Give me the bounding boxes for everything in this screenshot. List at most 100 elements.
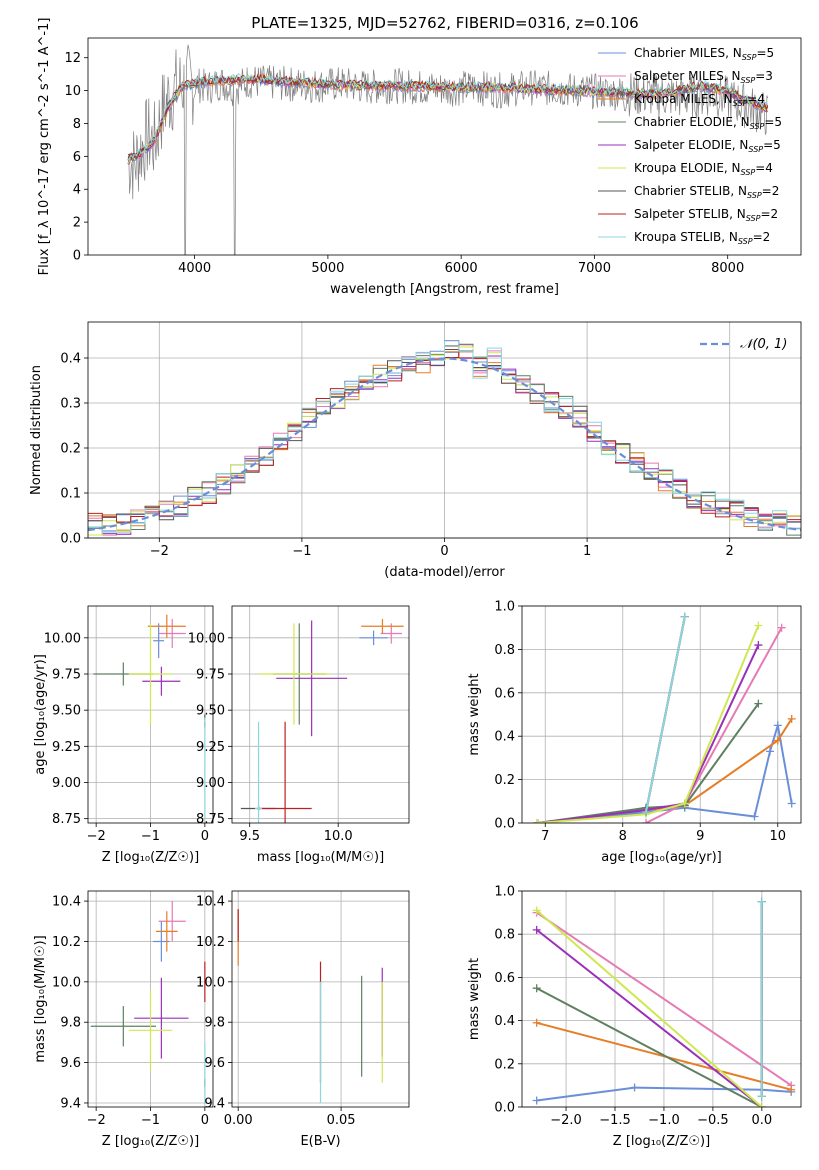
axes-frame bbox=[87, 605, 214, 824]
y-tick-label: 10 bbox=[64, 84, 81, 99]
y-tick-label: 0.6 bbox=[494, 686, 515, 701]
y-tick-label: 0.8 bbox=[494, 643, 515, 658]
gaussian-curve bbox=[88, 357, 801, 532]
legend-label: Chabrier STELIB, NSSP=2 bbox=[634, 184, 779, 200]
chart-2: −2 −1 0 1 2 0.0 0.1 0.2 0.3 0.4 (data-model)/error… bbox=[29, 321, 802, 580]
errorbar-point bbox=[359, 630, 388, 646]
y-axis-label: mass weight bbox=[467, 673, 482, 755]
chart-4: 9.5 10.0 8.75 9.00 9.25 9.50 9.75 10.00 mass [lo… bbox=[188, 605, 410, 865]
legend-name: Kroupa STELIB, N bbox=[634, 230, 738, 244]
errorbar-point bbox=[204, 961, 206, 1003]
weight-marker bbox=[754, 699, 763, 708]
legend-subscript: SSP bbox=[741, 168, 756, 177]
y-axis-label: age [log₁₀(age/yr)] bbox=[33, 654, 48, 775]
legend-subscript: SSP bbox=[742, 53, 757, 62]
grid bbox=[522, 605, 801, 824]
weight-line-5 bbox=[537, 644, 760, 823]
y-tick-label: 0.8 bbox=[494, 928, 515, 943]
legend-count: =4 bbox=[755, 161, 773, 175]
x-tick-label: 7 bbox=[541, 829, 549, 844]
x-tick-label: 10 bbox=[769, 829, 786, 844]
plot-area bbox=[240, 619, 404, 823]
y-tick-label: 9.25 bbox=[196, 740, 225, 755]
legend-name: Kroupa ELODIE, N bbox=[634, 161, 741, 175]
weight-marker bbox=[532, 906, 541, 915]
y-tick-label: 9.8 bbox=[60, 1016, 81, 1031]
grid bbox=[522, 890, 801, 1108]
legend-count: =5 bbox=[763, 138, 781, 152]
legend-label: Salpeter STELIB, NSSP=2 bbox=[634, 207, 778, 223]
x-axis-label: E(B-V) bbox=[300, 1134, 340, 1149]
x-tick-label: 5000 bbox=[311, 261, 344, 276]
y-tick-label: 10.4 bbox=[52, 895, 81, 910]
chart-5: 7 8 9 10 0.0 0.2 0.4 0.6 0.8 1.0 age [log₁₀(age/yr… bbox=[467, 600, 802, 865]
y-tick-label: 10.00 bbox=[44, 631, 81, 646]
legend-subscript: SSP bbox=[741, 76, 756, 85]
y-tick-label: 0.4 bbox=[494, 730, 515, 745]
y-tick-label: 9.50 bbox=[196, 704, 225, 719]
plot-area bbox=[90, 901, 206, 1103]
errorbar-point bbox=[276, 620, 348, 737]
chart-6: −2 −1 0 9.4 9.6 9.8 10.0 10.2 10.4 Z [log₁₀(Z/Z☉)… bbox=[33, 890, 214, 1149]
weight-marker bbox=[777, 623, 786, 632]
weight-line-5 bbox=[536, 929, 763, 1107]
y-tick-label: 9.6 bbox=[60, 1056, 81, 1071]
weight-marker bbox=[757, 1103, 766, 1107]
axes-frame bbox=[231, 605, 410, 824]
axes-frame bbox=[521, 605, 802, 824]
x-tick-label: 0 bbox=[201, 1113, 209, 1128]
x-tick-label: 4000 bbox=[178, 261, 211, 276]
legend-name: Chabrier STELIB, N bbox=[634, 184, 747, 198]
legend-subscript: SSP bbox=[746, 214, 761, 223]
y-tick-label: 8 bbox=[73, 117, 81, 132]
grid bbox=[232, 606, 409, 823]
legend-label: Kroupa MILES, NSSP=4 bbox=[634, 92, 765, 108]
y-tick-label: 0.0 bbox=[60, 532, 81, 547]
errorbar-point bbox=[258, 721, 312, 823]
legend-subscript: SSP bbox=[750, 122, 765, 131]
weight-marker bbox=[532, 984, 541, 993]
plot-area bbox=[93, 614, 206, 819]
x-tick-label: 8000 bbox=[711, 261, 744, 276]
errorbar-point bbox=[204, 1042, 206, 1103]
x-tick-label: −1 bbox=[292, 544, 311, 559]
x-tick-label: 10.0 bbox=[324, 829, 353, 844]
legend-name: Salpeter STELIB, N bbox=[634, 207, 746, 221]
x-tick-label: 1 bbox=[583, 544, 591, 559]
legend-label: Salpeter MILES, NSSP=3 bbox=[634, 69, 773, 85]
weight-line-6 bbox=[536, 909, 763, 1107]
legend-label: Chabrier ELODIE, NSSP=5 bbox=[634, 115, 782, 131]
legend-label: Chabrier MILES, NSSP=5 bbox=[634, 46, 774, 62]
x-axis-label: Z [log₁₀(Z/Z☉)] bbox=[102, 1134, 199, 1149]
y-axis-label: Flux [f_λ 10^-17 erg cm^-2 s^-1 A^-1] bbox=[37, 18, 52, 276]
legend-label: Kroupa ELODIE, NSSP=4 bbox=[634, 161, 773, 177]
legend-count: =5 bbox=[764, 115, 782, 129]
weight-marker bbox=[787, 714, 796, 723]
x-tick-label: −2.0 bbox=[550, 1113, 582, 1128]
y-tick-label: 1.0 bbox=[494, 885, 515, 900]
errorbar-point bbox=[128, 623, 173, 725]
y-tick-label: 9.75 bbox=[52, 667, 81, 682]
y-tick-label: 10.00 bbox=[188, 631, 225, 646]
x-tick-label: 7000 bbox=[578, 261, 611, 276]
plot-area bbox=[533, 612, 796, 823]
weight-line-2 bbox=[536, 911, 792, 1087]
y-tick-label: 9.4 bbox=[60, 1096, 81, 1111]
x-axis-label: Z [log₁₀(Z/Z☉)] bbox=[102, 850, 199, 865]
figure-title: PLATE=1325, MJD=52762, FIBERID=0316, z=0… bbox=[251, 14, 638, 32]
model-line-9 bbox=[127, 72, 768, 161]
y-tick-label: 0.2 bbox=[494, 773, 515, 788]
weight-line-6 bbox=[537, 625, 760, 823]
weight-line-2 bbox=[645, 627, 783, 823]
legend-subscript: SSP bbox=[738, 237, 753, 246]
weight-marker bbox=[642, 819, 650, 823]
errorbar-point bbox=[258, 623, 330, 725]
errorbar-point bbox=[158, 901, 186, 942]
y-tick-label: 10.4 bbox=[196, 895, 225, 910]
histogram-9 bbox=[88, 340, 801, 533]
errorbar-point bbox=[147, 614, 186, 638]
x-tick-label: −2 bbox=[87, 1113, 106, 1128]
errorbar-point bbox=[155, 911, 178, 952]
y-tick-label: 6 bbox=[73, 150, 81, 165]
weight-marker bbox=[532, 1096, 541, 1105]
